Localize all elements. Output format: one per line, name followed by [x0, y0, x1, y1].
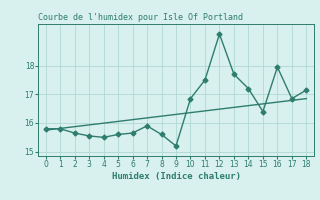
X-axis label: Humidex (Indice chaleur): Humidex (Indice chaleur) [111, 172, 241, 181]
Text: Courbe de l'humidex pour Isle Of Portland: Courbe de l'humidex pour Isle Of Portlan… [38, 13, 244, 22]
